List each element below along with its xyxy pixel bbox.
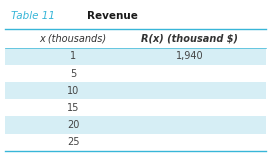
Bar	[5, 134, 266, 151]
Text: Revenue: Revenue	[87, 11, 138, 21]
Bar	[5, 65, 266, 82]
Bar	[5, 82, 266, 99]
Text: R(x) (thousand $): R(x) (thousand $)	[141, 33, 238, 43]
Text: 1: 1	[70, 51, 76, 61]
Bar	[5, 116, 266, 134]
Bar	[5, 99, 266, 116]
Bar	[5, 48, 266, 65]
Text: 25: 25	[67, 137, 79, 147]
Text: 20: 20	[67, 120, 79, 130]
Text: 5: 5	[70, 69, 76, 79]
Text: x (thousands): x (thousands)	[40, 33, 107, 43]
Text: 15: 15	[67, 103, 79, 113]
Text: 10: 10	[67, 86, 79, 96]
Text: Table 11: Table 11	[11, 11, 55, 21]
Text: 1,940: 1,940	[176, 51, 204, 61]
